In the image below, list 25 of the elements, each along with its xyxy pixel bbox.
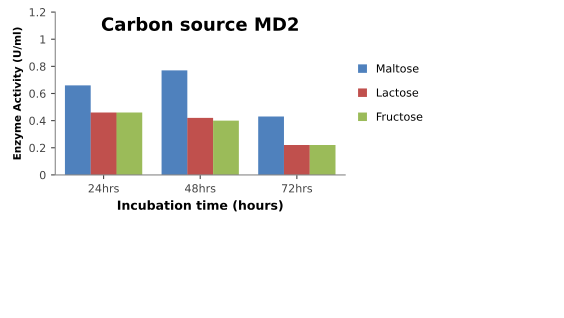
x-tick-label: 72hrs bbox=[282, 184, 312, 193]
x-axis-title: Incubation time (hours) bbox=[118, 200, 283, 212]
bar bbox=[187, 118, 214, 175]
bar bbox=[310, 145, 336, 175]
bar bbox=[64, 85, 91, 175]
legend-label: Maltose bbox=[376, 64, 419, 73]
bar bbox=[116, 112, 142, 175]
y-tick-label: 1 bbox=[40, 35, 46, 44]
y-tick-label: 0.8 bbox=[29, 62, 46, 71]
y-axis-title: Enzyme Activity (U/ml) bbox=[12, 28, 24, 160]
y-tick-label: 0.4 bbox=[29, 116, 46, 126]
bar bbox=[213, 120, 239, 175]
bar bbox=[162, 70, 188, 175]
bar bbox=[284, 145, 310, 175]
x-tick-label: 24hrs bbox=[88, 184, 119, 193]
y-tick-label: 0 bbox=[40, 170, 46, 180]
bar bbox=[258, 116, 284, 175]
x-tick-label: 48hrs bbox=[184, 184, 216, 193]
y-tick-label: 0.6 bbox=[29, 89, 46, 98]
y-tick-label: 1.2 bbox=[30, 8, 46, 16]
chart-title: Carbon source MD2 bbox=[102, 16, 298, 31]
bar bbox=[90, 112, 116, 175]
y-tick-label: 0.2 bbox=[29, 144, 46, 152]
legend-label: Fructose bbox=[376, 112, 422, 121]
legend-label: Lactose bbox=[376, 88, 418, 97]
